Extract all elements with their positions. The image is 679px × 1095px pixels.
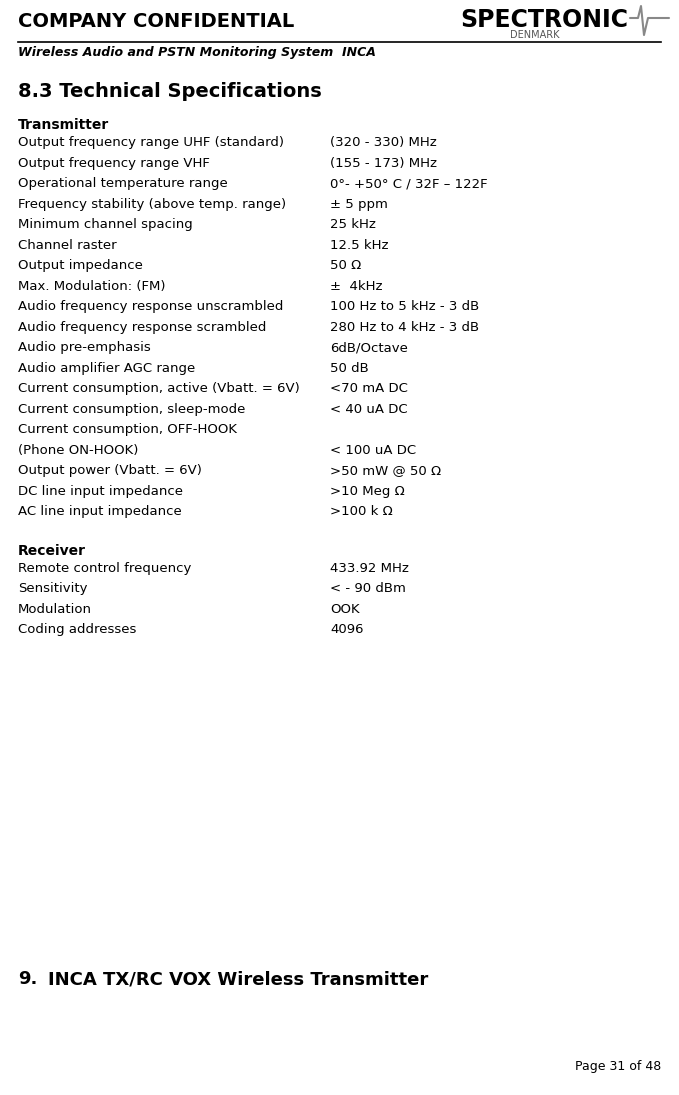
Text: (Phone ON-HOOK): (Phone ON-HOOK): [18, 443, 139, 457]
Text: 50 dB: 50 dB: [330, 361, 369, 374]
Text: 6dB/Octave: 6dB/Octave: [330, 341, 408, 354]
Text: ±  4kHz: ± 4kHz: [330, 279, 382, 292]
Text: 280 Hz to 4 kHz - 3 dB: 280 Hz to 4 kHz - 3 dB: [330, 321, 479, 334]
Text: ± 5 ppm: ± 5 ppm: [330, 197, 388, 210]
Text: Audio pre-emphasis: Audio pre-emphasis: [18, 341, 151, 354]
Text: Transmitter: Transmitter: [18, 118, 109, 132]
Text: Channel raster: Channel raster: [18, 239, 117, 252]
Text: OOK: OOK: [330, 602, 360, 615]
Text: 8.3 Technical Specifications: 8.3 Technical Specifications: [18, 82, 322, 101]
Text: Current consumption, OFF-HOOK: Current consumption, OFF-HOOK: [18, 423, 237, 436]
Text: < 100 uA DC: < 100 uA DC: [330, 443, 416, 457]
Text: Modulation: Modulation: [18, 602, 92, 615]
Text: Current consumption, active (Vbatt. = 6V): Current consumption, active (Vbatt. = 6V…: [18, 382, 299, 395]
Text: Output frequency range VHF: Output frequency range VHF: [18, 157, 210, 170]
Text: Audio frequency response scrambled: Audio frequency response scrambled: [18, 321, 266, 334]
Text: AC line input impedance: AC line input impedance: [18, 505, 182, 518]
Text: >50 mW @ 50 Ω: >50 mW @ 50 Ω: [330, 464, 441, 477]
Text: < - 90 dBm: < - 90 dBm: [330, 583, 406, 595]
Text: Audio frequency response unscrambled: Audio frequency response unscrambled: [18, 300, 283, 313]
Text: 433.92 MHz: 433.92 MHz: [330, 562, 409, 575]
Text: Sensitivity: Sensitivity: [18, 583, 88, 595]
Text: >10 Meg Ω: >10 Meg Ω: [330, 484, 405, 497]
Text: Output impedance: Output impedance: [18, 260, 143, 272]
Text: Output frequency range UHF (standard): Output frequency range UHF (standard): [18, 136, 284, 149]
Text: Current consumption, sleep-mode: Current consumption, sleep-mode: [18, 403, 245, 415]
Text: Receiver: Receiver: [18, 543, 86, 557]
Text: 50 Ω: 50 Ω: [330, 260, 361, 272]
Text: Operational temperature range: Operational temperature range: [18, 177, 227, 191]
Text: Remote control frequency: Remote control frequency: [18, 562, 191, 575]
Text: 12.5 kHz: 12.5 kHz: [330, 239, 388, 252]
Text: DENMARK: DENMARK: [510, 30, 559, 41]
Text: (155 - 173) MHz: (155 - 173) MHz: [330, 157, 437, 170]
Text: < 40 uA DC: < 40 uA DC: [330, 403, 407, 415]
Text: Wireless Audio and PSTN Monitoring System  INCA: Wireless Audio and PSTN Monitoring Syste…: [18, 46, 376, 59]
Text: Minimum channel spacing: Minimum channel spacing: [18, 218, 193, 231]
Text: COMPANY CONFIDENTIAL: COMPANY CONFIDENTIAL: [18, 12, 294, 31]
Text: 4096: 4096: [330, 623, 363, 636]
Text: Output power (Vbatt. = 6V): Output power (Vbatt. = 6V): [18, 464, 202, 477]
Text: 25 kHz: 25 kHz: [330, 218, 376, 231]
Text: 9.: 9.: [18, 970, 37, 988]
Text: Max. Modulation: (FM): Max. Modulation: (FM): [18, 279, 166, 292]
Text: INCA TX/RC VOX Wireless Transmitter: INCA TX/RC VOX Wireless Transmitter: [48, 970, 428, 988]
Text: Frequency stability (above temp. range): Frequency stability (above temp. range): [18, 197, 286, 210]
Text: <70 mA DC: <70 mA DC: [330, 382, 408, 395]
Text: DC line input impedance: DC line input impedance: [18, 484, 183, 497]
Text: 0°- +50° C / 32F – 122F: 0°- +50° C / 32F – 122F: [330, 177, 488, 191]
Text: SPECTRONIC: SPECTRONIC: [460, 8, 628, 32]
Text: Page 31 of 48: Page 31 of 48: [574, 1060, 661, 1073]
Text: (320 - 330) MHz: (320 - 330) MHz: [330, 136, 437, 149]
Text: 100 Hz to 5 kHz - 3 dB: 100 Hz to 5 kHz - 3 dB: [330, 300, 479, 313]
Text: >100 k Ω: >100 k Ω: [330, 505, 392, 518]
Text: Audio amplifier AGC range: Audio amplifier AGC range: [18, 361, 196, 374]
Text: Coding addresses: Coding addresses: [18, 623, 136, 636]
